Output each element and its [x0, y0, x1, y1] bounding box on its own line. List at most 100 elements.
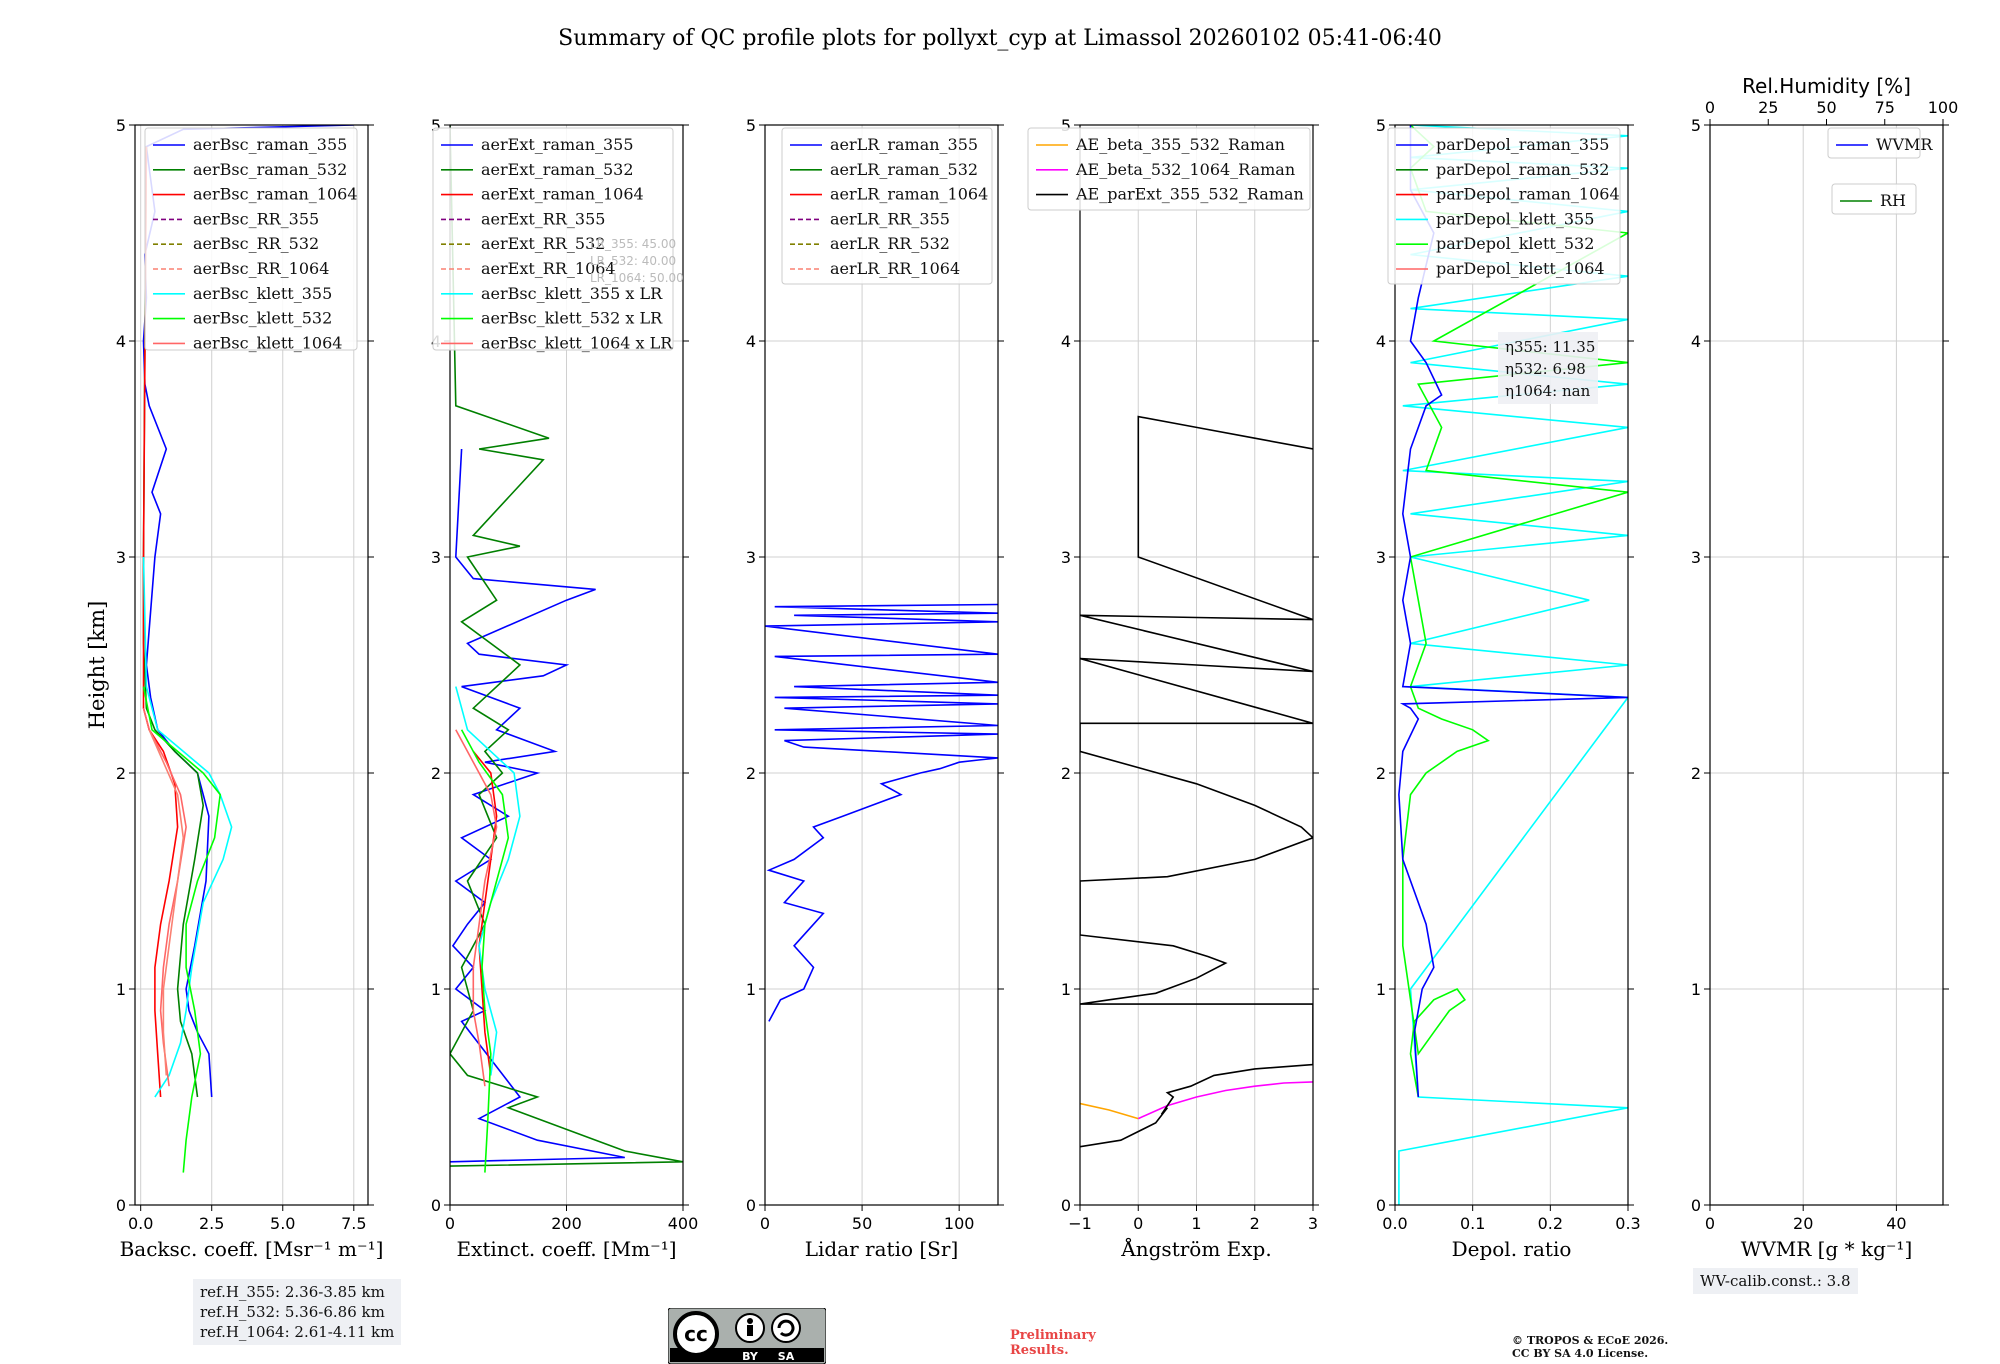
legend-label: parDepol_raman_1064 [1436, 185, 1620, 204]
legend-label: WVMR [1876, 135, 1933, 154]
legend-label: aerBsc_klett_1064 [193, 333, 342, 352]
x-axis-label: Depol. ratio [1452, 1237, 1572, 1261]
x-tick-label: 0.0 [1382, 1214, 1407, 1233]
x-tick-label: 2 [1250, 1214, 1260, 1233]
y-tick-label: 0 [1376, 1196, 1386, 1215]
x-tick-label: 50 [852, 1214, 872, 1233]
series-parDepol_raman_355 [1398, 125, 1628, 1098]
legend-label: aerBsc_raman_1064 [193, 185, 358, 204]
legend-label: aerBsc_RR_355 [193, 209, 319, 228]
legend-label: aerExt_raman_355 [481, 135, 634, 154]
legend-label: RH [1880, 191, 1906, 210]
y-tick-label: 5 [746, 116, 756, 135]
y-tick-label: 3 [431, 548, 441, 567]
ref-height-532: ref.H_532: 5.36-6.86 km [200, 1303, 385, 1321]
y-tick-label: 4 [746, 332, 756, 351]
y-tick-label: 1 [1691, 980, 1701, 999]
x-axis-label: Backsc. coeff. [Msr⁻¹ m⁻¹] [120, 1237, 384, 1261]
y-tick-label: 2 [1061, 764, 1071, 783]
x-tick-label: 40 [1886, 1214, 1906, 1233]
x-tick-label: 0.0 [128, 1214, 153, 1233]
y-tick-label: 2 [1691, 764, 1701, 783]
legend-label: parDepol_raman_532 [1436, 160, 1609, 179]
x-tick-label: 0 [1705, 1214, 1715, 1233]
legend-label: aerBsc_raman_355 [193, 135, 347, 154]
y-tick-label: 3 [1061, 548, 1071, 567]
legend-label: aerExt_RR_532 [481, 234, 605, 253]
eta-box [1498, 332, 1598, 404]
y-tick-label: 4 [1061, 332, 1071, 351]
legend-label: aerExt_raman_532 [481, 160, 634, 179]
preliminary-note: Preliminary Results. [1010, 1328, 1096, 1358]
y-tick-label: 0 [1061, 1196, 1071, 1215]
eta-label: η355: 11.35 [1505, 338, 1595, 356]
x-axis-label: Extinct. coeff. [Mm⁻¹] [456, 1237, 676, 1261]
eta-label: η532: 6.98 [1505, 360, 1586, 378]
series-aerBsc_klett_532 x LR [460, 729, 510, 1173]
legend-label: parDepol_raman_355 [1436, 135, 1609, 154]
legend-label: aerLR_raman_532 [830, 160, 978, 179]
series-aerLR_raman_355 [765, 603, 998, 1022]
x-tick-label: 2.5 [199, 1214, 224, 1233]
top-tick-label: 100 [1928, 98, 1959, 117]
x-axis-label: Ångström Exp. [1120, 1236, 1271, 1261]
y-tick-label: 0 [1691, 1196, 1701, 1215]
legend-frame [1027, 127, 1311, 211]
legend-label: aerLR_raman_355 [830, 135, 978, 154]
preliminary-line-2: Results. [1010, 1343, 1069, 1358]
copyright-line-1: © TROPOS & ECoE 2026. [1512, 1334, 1669, 1347]
lr-label: LR_532: 40.00 [590, 254, 676, 268]
legend-label: parDepol_klett_1064 [1436, 259, 1605, 278]
legend-label: aerBsc_klett_355 x LR [481, 284, 663, 303]
legend-frame [1831, 183, 1917, 215]
legend-frame [144, 127, 358, 351]
y-tick-label: 0 [116, 1196, 126, 1215]
legend-label: aerExt_RR_355 [481, 209, 605, 228]
y-tick-label: 1 [1061, 980, 1071, 999]
legend-frame [432, 127, 674, 351]
cc-sa-label: SA [778, 1350, 795, 1363]
y-tick-label: 3 [1376, 548, 1386, 567]
legend-label: AE_parExt_355_532_Raman [1075, 185, 1304, 204]
y-axis-label: Height [km] [85, 601, 109, 730]
legend-label: aerBsc_RR_532 [193, 234, 319, 253]
top-tick-label: 50 [1816, 98, 1836, 117]
x-tick-label: 0 [1133, 1214, 1143, 1233]
y-tick-label: 5 [116, 116, 126, 135]
wv-calib-box: WV-calib.const.: 3.8 [1693, 1268, 1858, 1294]
panel-lr: 0 50 100 0 1 2 3 4 5 Lidar ratio [Sr] aerLR_raman_… [746, 116, 1004, 1261]
x-tick-label: 0.2 [1538, 1214, 1563, 1233]
series-AE_parExt_355_532_Raman [1080, 415, 1313, 1148]
ref-height-box: ref.H_355: 2.36-3.85 km ref.H_532: 5.36-… [193, 1279, 402, 1345]
series-parDepol_klett_532 [1402, 125, 1628, 1098]
ref-height-1064: ref.H_1064: 2.61-4.11 km [200, 1323, 395, 1341]
y-tick-label: 0 [431, 1196, 441, 1215]
y-tick-label: 2 [431, 764, 441, 783]
y-tick-label: 5 [1376, 116, 1386, 135]
series-aerBsc_klett_532 [142, 686, 222, 1173]
series-parDepol_klett_355 [1398, 125, 1628, 1205]
y-tick-label: 1 [1376, 980, 1386, 999]
series-aerBsc_klett_355 x LR [455, 686, 521, 1076]
x-tick-label: 5.0 [270, 1214, 295, 1233]
y-tick-label: 4 [1691, 332, 1701, 351]
panel-bsc: 0.0 2.5 5.0 7.5 0 1 2 3 4 5 Backsc. coeff. [Msr⁻¹ … [85, 116, 383, 1261]
legend-label: AE_beta_532_1064_Raman [1075, 160, 1295, 179]
series-aerBsc_klett_355 [142, 556, 233, 1098]
preliminary-line-1: Preliminary [1010, 1328, 1096, 1343]
eta-label: η1064: nan [1505, 382, 1591, 400]
y-tick-label: 1 [746, 980, 756, 999]
y-tick-label: 5 [1061, 116, 1071, 135]
legend-label: aerExt_RR_1064 [481, 259, 616, 278]
x-axis-label: Lidar ratio [Sr] [805, 1237, 959, 1261]
y-tick-label: 4 [116, 332, 126, 351]
lr-label: LR_355: 45.00 [590, 237, 676, 251]
legend-frame [1387, 127, 1621, 285]
y-tick-label: 3 [1691, 548, 1701, 567]
axes-frame [1394, 124, 1629, 1206]
legend-label: aerBsc_RR_1064 [193, 259, 329, 278]
ref-height-355: ref.H_355: 2.36-3.85 km [200, 1283, 385, 1301]
legend-label: aerLR_RR_355 [830, 209, 950, 228]
x-tick-label: 0.3 [1615, 1214, 1640, 1233]
